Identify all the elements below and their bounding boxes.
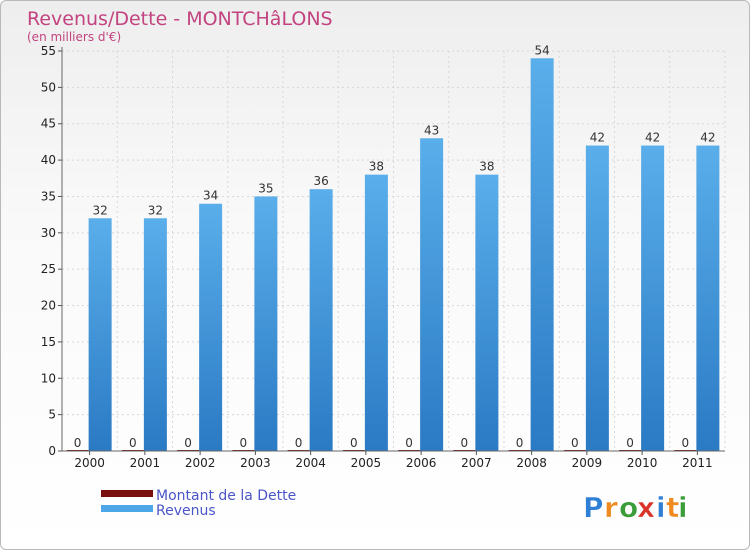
bar-revenus — [641, 145, 665, 451]
bar-revenus — [420, 138, 444, 452]
data-label-revenus: 42 — [645, 131, 660, 145]
bar-revenus — [530, 58, 554, 451]
legend-label-revenus: Revenus — [156, 503, 216, 519]
axes: 0 5 10 15 20 25 30 35 40 45 50 55 2000 2001 2002 2003 20… — [41, 44, 725, 470]
x-tick-label: 2010 — [627, 456, 658, 470]
x-tick-label: 2003 — [240, 456, 271, 470]
y-tick-label: 30 — [41, 226, 56, 240]
bar-revenus — [475, 174, 499, 452]
data-label-revenus: 42 — [590, 131, 605, 145]
x-tick-label: 2002 — [185, 456, 216, 470]
legend-swatch-debt — [101, 490, 153, 497]
x-tick-label: 2007 — [461, 456, 492, 470]
legend-label-debt: Montant de la Dette — [156, 488, 296, 504]
bar-revenus — [88, 218, 112, 451]
bar-revenus — [309, 189, 333, 451]
data-label-revenus: 42 — [700, 131, 715, 145]
logo-letter: t — [666, 491, 679, 524]
data-label-revenus: 54 — [534, 43, 549, 57]
x-tick-label: 2004 — [295, 456, 326, 470]
bar-revenus — [696, 145, 720, 451]
data-label-revenus: 38 — [369, 160, 384, 174]
x-tick-label: 2006 — [406, 456, 437, 470]
data-label-revenus: 36 — [313, 174, 328, 188]
logo-letter: r — [604, 491, 618, 524]
data-label-revenus: 34 — [203, 189, 218, 203]
x-tick-label: 2001 — [130, 456, 161, 470]
y-tick-label: 45 — [41, 117, 56, 131]
bar-revenus — [254, 196, 278, 451]
x-tick-label: 2000 — [74, 456, 105, 470]
y-tick-label: 20 — [41, 299, 56, 313]
data-label-revenus: 43 — [424, 123, 439, 137]
data-label-debt: 0 — [461, 436, 469, 450]
y-tick-label: 10 — [41, 371, 56, 385]
data-label-debt: 0 — [184, 436, 192, 450]
y-tick-label: 15 — [41, 335, 56, 349]
x-tick-label: 2008 — [516, 456, 547, 470]
chart-title: Revenus/Dette - MONTCHâLONS — [27, 8, 333, 30]
data-label-debt: 0 — [74, 436, 82, 450]
y-tick-label: 35 — [41, 189, 56, 203]
y-tick-label: 0 — [48, 444, 56, 458]
data-label-revenus: 32 — [148, 203, 163, 217]
data-label-debt: 0 — [516, 436, 524, 450]
data-label-revenus: 32 — [92, 203, 107, 217]
data-label-debt: 0 — [571, 436, 579, 450]
logo-letter: o — [619, 491, 638, 524]
bar-revenus — [143, 218, 167, 451]
legend: Montant de la Dette Revenus — [101, 488, 296, 519]
legend-swatch-revenus — [101, 505, 153, 512]
bar-revenus — [364, 174, 388, 452]
bar-revenus — [585, 145, 609, 451]
data-label-revenus: 35 — [258, 181, 273, 195]
chart-subtitle: (en milliers d'€) — [27, 30, 121, 44]
data-label-debt: 0 — [350, 436, 358, 450]
data-label-debt: 0 — [129, 436, 137, 450]
bar-revenus — [199, 203, 223, 451]
x-tick-label: 2009 — [572, 456, 603, 470]
data-label-debt: 0 — [626, 436, 634, 450]
data-label-debt: 0 — [405, 436, 413, 450]
data-label-debt: 0 — [295, 436, 303, 450]
grid — [62, 50, 726, 451]
y-tick-label: 5 — [48, 408, 56, 422]
logo-letter: P — [583, 491, 604, 524]
y-tick-label: 40 — [41, 153, 56, 167]
bars: 0 32 0 32 0 34 0 35 0 36 0 38 0 43 0 38 0 54 0 42 0 42 0 42 — [66, 43, 720, 452]
data-label-debt: 0 — [682, 436, 690, 450]
y-tick-label: 55 — [41, 44, 56, 58]
data-label-revenus: 38 — [479, 160, 494, 174]
x-tick-label: 2005 — [351, 456, 382, 470]
y-tick-label: 25 — [41, 262, 56, 276]
logo-letter: x — [637, 491, 655, 524]
y-tick-label: 50 — [41, 80, 56, 94]
logo-letter: i — [656, 491, 666, 524]
data-label-debt: 0 — [240, 436, 248, 450]
x-tick-label: 2011 — [682, 456, 713, 470]
logo-letter: i — [678, 491, 688, 524]
